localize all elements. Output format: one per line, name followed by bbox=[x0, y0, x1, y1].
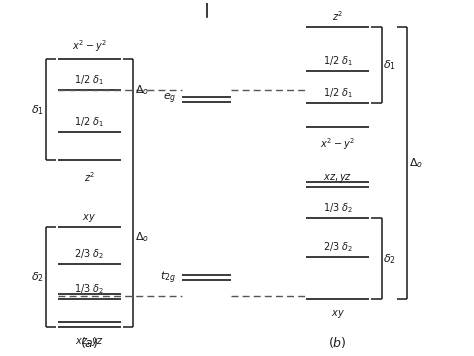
Text: $(b)$: $(b)$ bbox=[328, 335, 347, 350]
Text: $2/3\ \delta_2$: $2/3\ \delta_2$ bbox=[322, 240, 353, 254]
Text: $xy$: $xy$ bbox=[331, 308, 345, 320]
Text: $(a)$: $(a)$ bbox=[80, 335, 99, 350]
Text: $\delta_2$: $\delta_2$ bbox=[383, 252, 396, 266]
Text: $\Delta_o$: $\Delta_o$ bbox=[409, 156, 423, 170]
Text: $1/2\ \delta_1$: $1/2\ \delta_1$ bbox=[74, 73, 104, 87]
Text: $1/3\ \delta_2$: $1/3\ \delta_2$ bbox=[322, 201, 353, 215]
Text: $xz,yz$: $xz,yz$ bbox=[75, 336, 104, 349]
Text: $1/2\ \delta_1$: $1/2\ \delta_1$ bbox=[323, 86, 353, 99]
Text: $x^2-y^2$: $x^2-y^2$ bbox=[72, 38, 107, 54]
Text: $1/2\ \delta_1$: $1/2\ \delta_1$ bbox=[74, 115, 104, 129]
Text: $x^2-y^2$: $x^2-y^2$ bbox=[320, 137, 355, 152]
Text: $xz,yz$: $xz,yz$ bbox=[323, 172, 352, 184]
Text: $z^2$: $z^2$ bbox=[332, 9, 343, 23]
Text: $\delta_2$: $\delta_2$ bbox=[31, 270, 44, 284]
Text: $\Delta_o$: $\Delta_o$ bbox=[135, 230, 149, 244]
Text: $2/3\ \delta_2$: $2/3\ \delta_2$ bbox=[74, 247, 105, 261]
Text: $z^2$: $z^2$ bbox=[84, 170, 95, 184]
Text: $\delta_1$: $\delta_1$ bbox=[31, 103, 44, 116]
Text: $xy$: $xy$ bbox=[82, 212, 96, 224]
Text: $1/2\ \delta_1$: $1/2\ \delta_1$ bbox=[323, 54, 353, 68]
Text: $\Delta_o$: $\Delta_o$ bbox=[135, 84, 149, 97]
Text: $t_{2g}$: $t_{2g}$ bbox=[160, 270, 176, 286]
Text: $1/3\ \delta_2$: $1/3\ \delta_2$ bbox=[74, 282, 105, 296]
Text: $e_g$: $e_g$ bbox=[163, 92, 176, 106]
Text: $\delta_1$: $\delta_1$ bbox=[383, 58, 396, 72]
